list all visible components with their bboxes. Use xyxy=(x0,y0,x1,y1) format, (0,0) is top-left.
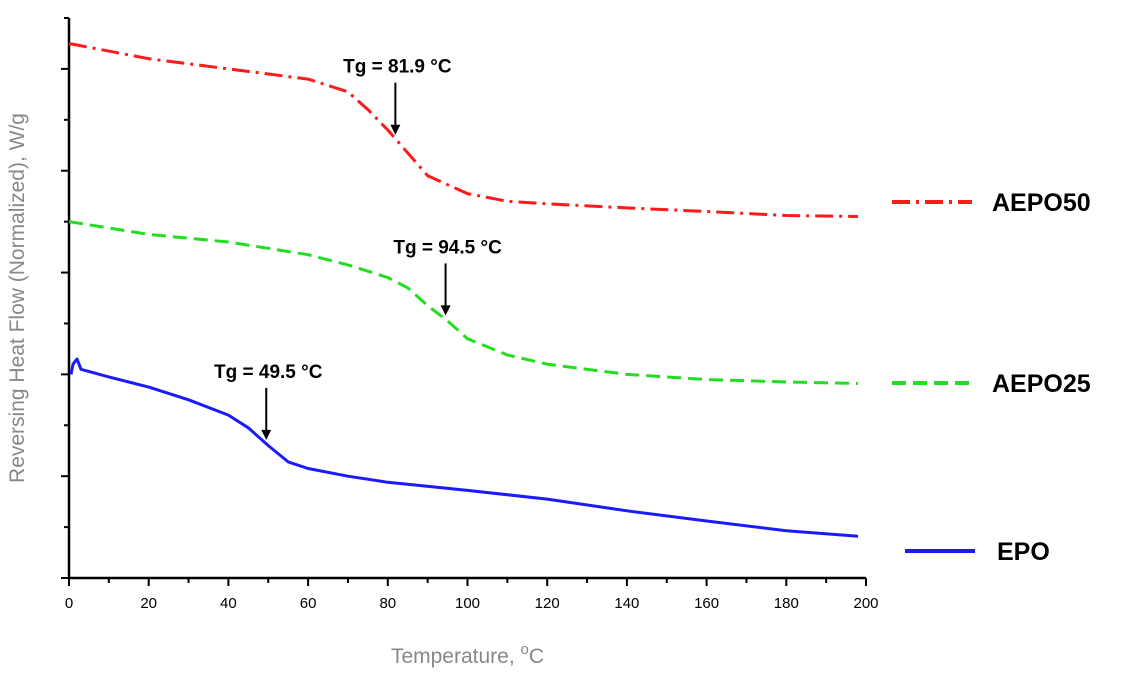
legend-label: AEPO25 xyxy=(992,370,1091,398)
x-tick-label: 200 xyxy=(853,595,878,612)
legend-label: AEPO50 xyxy=(992,189,1091,217)
tg-annotation: Tg = 49.5 °C xyxy=(214,362,323,440)
legend-item-aepo25: AEPO25 xyxy=(892,370,1091,398)
x-tick-label: 0 xyxy=(65,595,73,612)
x-tick-label: 100 xyxy=(455,595,480,612)
series-line-aepo25 xyxy=(68,220,859,385)
x-tick-label: 60 xyxy=(300,595,317,612)
legend-label: EPO xyxy=(997,538,1050,566)
series-layer xyxy=(68,42,859,538)
legend-item-aepo50: AEPO50 xyxy=(892,189,1091,217)
legend: AEPO50 AEPO25 EPO xyxy=(892,189,1091,566)
tg-label: Tg = 81.9 °C xyxy=(343,57,452,78)
tg-label: Tg = 49.5 °C xyxy=(214,362,323,383)
series-line-epo xyxy=(69,357,859,538)
x-tick-label: 160 xyxy=(694,595,719,612)
x-tick-label: 20 xyxy=(140,595,157,612)
annotation-layer: Tg = 81.9 °C Tg = 94.5 °C Tg = 49.5 °C xyxy=(214,57,502,440)
x-axis-title: Temperature, oC xyxy=(391,641,544,668)
legend-item-epo: EPO xyxy=(905,538,1050,566)
tg-annotation: Tg = 94.5 °C xyxy=(393,237,502,316)
tg-arrow-head xyxy=(390,124,401,135)
series-line-aepo50 xyxy=(68,42,859,218)
tg-arrow-head xyxy=(261,429,272,440)
tg-annotation: Tg = 81.9 °C xyxy=(343,57,452,135)
tg-label: Tg = 94.5 °C xyxy=(393,237,502,258)
x-tick-label: 80 xyxy=(379,595,396,612)
x-tick-label: 40 xyxy=(220,595,237,612)
x-tick-label: 120 xyxy=(535,595,560,612)
y-axis-title: Reversing Heat Flow (Normalized), W/g xyxy=(6,113,29,483)
x-tick-label: 140 xyxy=(614,595,639,612)
axes: 0 20 40 60 80 100 120 140 160 180 200 Temperature, … xyxy=(6,17,879,668)
x-tick-label: 180 xyxy=(774,595,799,612)
tg-arrow-head xyxy=(440,305,451,316)
